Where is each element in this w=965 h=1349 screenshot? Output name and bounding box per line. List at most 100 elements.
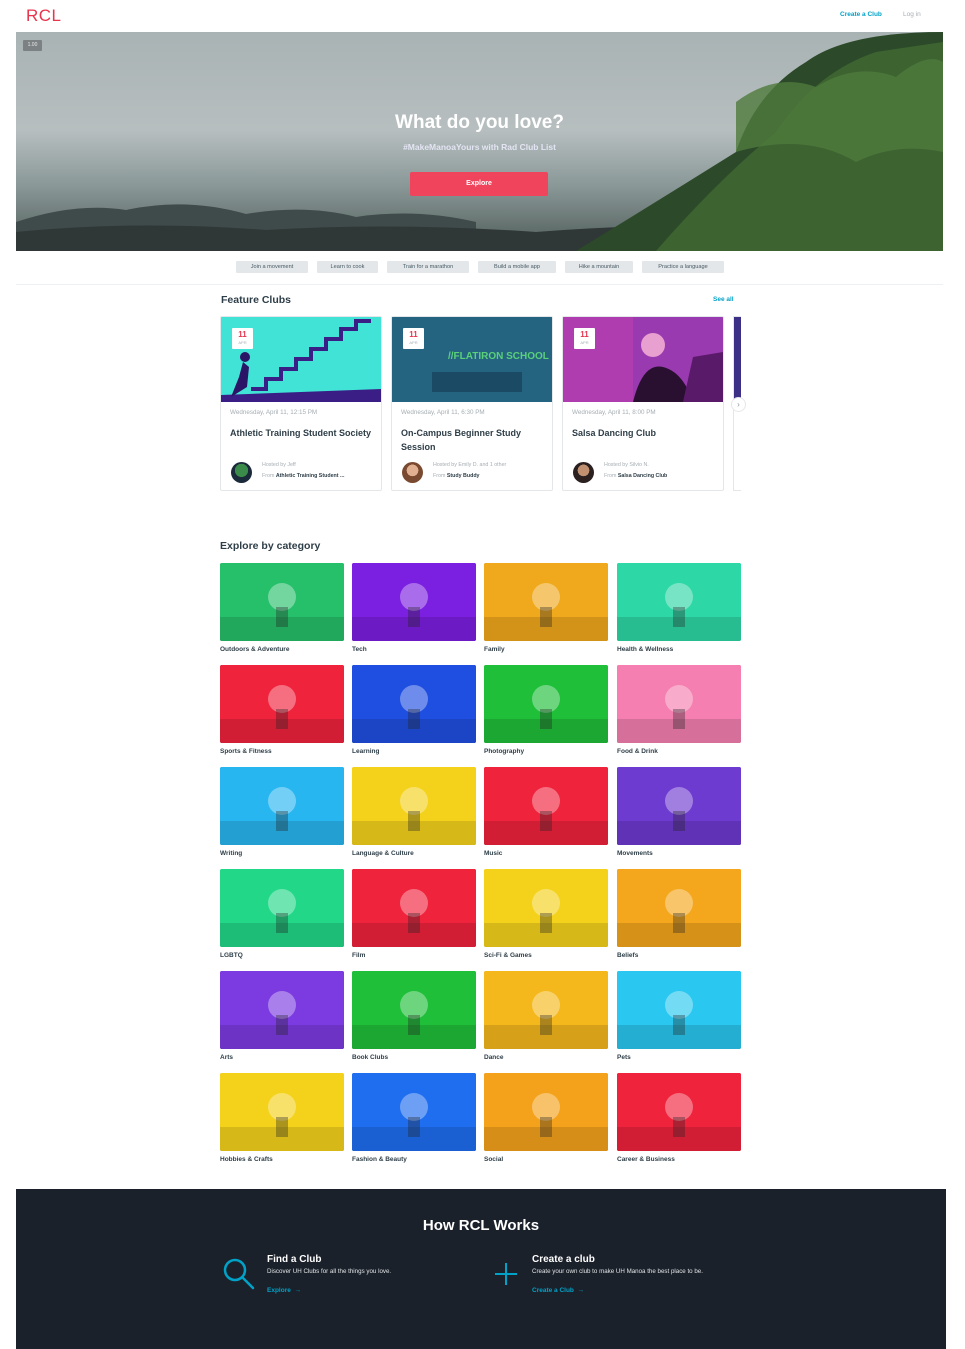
category-image [352,869,476,947]
avatar [573,462,594,483]
quick-link-chip[interactable]: Learn to cook [317,261,378,273]
how-it-works-footer: How RCL Works Find a Club Discover UH Cl… [16,1189,946,1349]
club-card[interactable]: //FLATIRON SCHOOL 11 APR Wednesday, April… [391,316,553,491]
category-tile[interactable]: Arts [220,971,344,1061]
category-tile[interactable]: Sci-Fi & Games [484,869,608,959]
category-label: Hobbies & Crafts [220,1156,273,1163]
categories-title: Explore by category [220,540,321,552]
category-tile[interactable]: Health & Wellness [617,563,741,653]
from-text: From Salsa Dancing Club [604,473,668,479]
category-tile[interactable]: Family [484,563,608,653]
feature-clubs-title: Feature Clubs [221,294,292,306]
category-tile[interactable]: Pets [617,971,741,1061]
club-card-image: 11 APR [221,317,381,402]
category-image [484,767,608,845]
category-tile[interactable]: Movements [617,767,741,857]
club-card-image: 11 APR [563,317,723,402]
login-link[interactable]: Log in [903,11,921,18]
category-label: Fashion & Beauty [352,1156,407,1163]
club-card[interactable]: 11 APR Wednesday, April 11, 8:00 PM Salsa… [562,316,724,491]
category-tile[interactable]: Beliefs [617,869,741,959]
category-tile[interactable]: Language & Culture [352,767,476,857]
host-text: Hosted by Emily D. and 1 other [433,462,507,468]
category-label: Arts [220,1054,234,1061]
category-image [220,869,344,947]
club-name[interactable]: Salsa Dancing Club [572,428,657,438]
from-text: From Athletic Training Student ... [262,473,345,479]
category-tile[interactable]: Career & Business [617,1073,741,1163]
category-image [484,869,608,947]
category-label: Tech [352,646,367,653]
category-image [484,563,608,641]
category-image [617,665,741,743]
category-label: Social [484,1156,504,1163]
create-club-title: Create a club [532,1254,595,1265]
category-tile[interactable]: Learning [352,665,476,755]
category-tile[interactable]: Social [484,1073,608,1163]
footer-title: How RCL Works [422,1217,540,1234]
category-label: Food & Drink [617,748,658,755]
category-tile[interactable]: Book Clubs [352,971,476,1061]
category-image [352,563,476,641]
category-tile[interactable]: Dance [484,971,608,1061]
hero-subtitle: #MakeManoaYours with Rad Club List [403,142,556,152]
category-image [352,971,476,1049]
see-all-link[interactable]: See all [713,296,734,303]
category-image [220,1073,344,1151]
category-label: Language & Culture [352,850,414,857]
category-label: Pets [617,1054,631,1061]
category-image [352,767,476,845]
quick-link-chip[interactable]: Hike a mountain [565,261,633,273]
chevron-right-icon[interactable]: › [731,397,746,412]
category-label: Sports & Fitness [220,748,272,755]
logo[interactable]: RCL [26,6,62,25]
quick-link-chip[interactable]: Practice a language [642,261,724,273]
category-label: Dance [484,1054,504,1061]
club-card[interactable]: 11 APR Wednesday, April 11, 12:15 PM Athl… [220,316,382,491]
category-tile[interactable]: Sports & Fitness [220,665,344,755]
category-tile[interactable]: Photography [484,665,608,755]
quick-link-chip[interactable]: Build a mobile app [478,261,556,273]
category-tile[interactable]: Fashion & Beauty [352,1073,476,1163]
svg-text://FLATIRON SCHOOL: //FLATIRON SCHOOL [448,351,549,362]
category-tile[interactable]: LGBTQ [220,869,344,959]
category-tile[interactable]: Film [352,869,476,959]
club-card-image: //FLATIRON SCHOOL 11 APR [392,317,552,402]
explore-link[interactable]: Explore → [267,1287,301,1294]
hero-banner: 1.00 What do you love? #MakeManoaYours w… [16,32,943,251]
category-tile[interactable]: Food & Drink [617,665,741,755]
avatar [402,462,423,483]
category-label: Beliefs [617,952,639,959]
category-label: Health & Wellness [617,646,674,653]
category-tile[interactable]: Outdoors & Adventure [220,563,344,653]
category-image [220,665,344,743]
category-label: Film [352,952,366,959]
from-text: From Study Buddy [433,473,480,479]
avatar [231,462,252,483]
explore-button[interactable]: Explore [410,172,548,196]
category-tile[interactable]: Hobbies & Crafts [220,1073,344,1163]
create-club-block: Create a club Create your own club to ma… [532,1254,747,1294]
quick-link-chip[interactable]: Train for a marathon [387,261,469,273]
plus-icon [495,1263,517,1285]
club-name[interactable]: Athletic Training Student Society [230,428,372,438]
category-label: Book Clubs [352,1054,389,1061]
date-badge: 11 APR [232,328,253,349]
category-label: Writing [220,850,243,857]
find-club-block: Find a Club Discover UH Clubs for all th… [267,1254,467,1294]
category-image [220,767,344,845]
date-badge: 11 APR [574,328,595,349]
host-text: Hosted by Jeff [262,462,296,468]
category-image [484,971,608,1049]
category-image [617,971,741,1049]
category-tile[interactable]: Tech [352,563,476,653]
club-name[interactable]: On-Campus Beginner Study Session [401,428,522,452]
category-tile[interactable]: Music [484,767,608,857]
category-tile[interactable]: Writing [220,767,344,857]
create-club-icon-wrap [493,1261,519,1292]
category-image [220,563,344,641]
category-image [617,1073,741,1151]
quick-link-chip[interactable]: Join a movement [236,261,308,273]
create-club-footer-link[interactable]: Create a Club → [532,1287,585,1294]
create-club-link[interactable]: Create a Club [840,11,882,18]
